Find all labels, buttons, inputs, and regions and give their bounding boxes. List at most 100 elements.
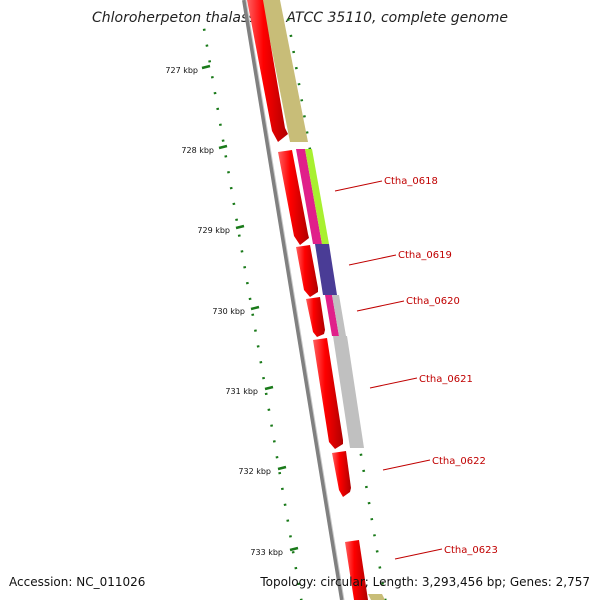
minor-tick [289, 34, 293, 38]
minor-tick [216, 107, 220, 111]
minor-tick [232, 202, 236, 206]
minor-tick [297, 582, 301, 586]
minor-tick [248, 297, 252, 301]
gene-label[interactable]: Ctha_0619 [398, 250, 452, 261]
tick-label: 732 kbp [238, 467, 271, 476]
minor-tick [370, 517, 374, 521]
minor-tick [251, 313, 255, 316]
minor-tick [362, 469, 366, 473]
gene-label[interactable]: Ctha_0623 [444, 545, 498, 556]
minor-tick [237, 234, 241, 237]
gene-label[interactable]: Ctha_0618 [384, 176, 438, 187]
minor-tick [297, 82, 301, 86]
minor-tick [294, 66, 298, 70]
tick-mark [277, 465, 287, 471]
tick-marks [201, 64, 299, 552]
tick-label: 731 kbp [225, 387, 258, 396]
minor-tick [256, 345, 260, 348]
minor-tick [224, 155, 228, 158]
gene-label[interactable]: Ctha_0622 [432, 456, 486, 467]
minor-tick [291, 551, 295, 554]
gene-leader-line [369, 377, 418, 389]
tick-label: 728 kbp [181, 146, 214, 155]
minor-tick [208, 60, 212, 63]
gene-leader-line [356, 300, 405, 312]
minor-tick [259, 361, 263, 364]
tick-label: 730 kbp [212, 307, 245, 316]
minor-tick [300, 99, 304, 102]
map-title: Chloroherpeton thalassium ATCC 35110, co… [92, 10, 508, 26]
minor-tick [221, 139, 225, 142]
gene-leader-line [334, 180, 383, 192]
minor-tick [262, 376, 265, 380]
minor-tick [378, 566, 382, 569]
minor-tick [381, 582, 385, 585]
gene-leader-line [382, 459, 431, 471]
cog-feature-magenta [296, 149, 322, 244]
minor-tick [283, 503, 287, 506]
cog-feature-grey [333, 336, 364, 448]
minor-tick [205, 44, 209, 47]
minor-tick [294, 566, 298, 570]
gene-arrow [278, 150, 309, 245]
minor-tick [227, 171, 230, 174]
accession-text: Accession: NC_011026 [9, 575, 146, 589]
gene-arrow [306, 297, 325, 337]
minor-tick [278, 471, 282, 475]
minor-tick [213, 91, 217, 95]
gene-label[interactable]: Ctha_0621 [419, 374, 473, 385]
gene-arrow [247, 0, 288, 142]
minor-tick [272, 440, 276, 443]
cog-feature-magenta [325, 295, 339, 336]
minor-tick [375, 550, 379, 553]
cog-track [262, 0, 385, 600]
minor-tick [359, 453, 363, 456]
minor-tick [218, 123, 222, 126]
tick-label: 727 kbp [165, 66, 198, 75]
cog-feature-grey [332, 295, 346, 336]
tick-label: 729 kbp [197, 226, 230, 235]
minor-tick [229, 186, 233, 190]
minor-tick [367, 501, 371, 505]
minor-tick [305, 131, 309, 134]
gene-leaders [334, 180, 443, 560]
tick-mark [289, 546, 299, 552]
gene-leader-line [394, 548, 443, 560]
gene-arrow [332, 451, 351, 497]
gene-leader-line [348, 254, 397, 266]
minor-tick [364, 485, 368, 489]
minor-tick [253, 329, 257, 332]
minor-tick [202, 28, 206, 31]
backbone-line [242, 0, 344, 600]
tick-mark [201, 64, 211, 70]
minor-tick [292, 50, 296, 54]
minor-tick [286, 519, 290, 522]
backbone-highlight [245, 0, 345, 600]
cog-feature-lime [305, 149, 329, 244]
minor-tick [302, 115, 306, 118]
tick-mark [264, 385, 274, 391]
minor-tick [235, 218, 239, 221]
minor-tick [243, 266, 247, 269]
tick-mark [250, 305, 260, 311]
minor-tick [267, 408, 271, 411]
cog-feature-purple [315, 244, 337, 295]
tick-labels: 727 kbp 728 kbp 729 kbp 730 kbp 731 kbp … [165, 66, 283, 557]
gene-arrow [296, 245, 318, 297]
minor-tick [289, 535, 292, 538]
cog-feature-olive [262, 0, 308, 142]
minor-tick [275, 456, 279, 459]
genome-summary-text: Topology: circular; Length: 3,293,456 bp… [260, 575, 590, 589]
forward-genes [247, 0, 368, 600]
minor-tick [286, 18, 290, 21]
tick-label: 733 kbp [250, 548, 283, 557]
cog-feature-olive [368, 594, 385, 600]
tick-mark [235, 224, 245, 230]
minor-tick [245, 281, 249, 285]
tick-mark [218, 144, 228, 150]
gene-arrow [345, 540, 368, 600]
minor-tick [270, 424, 274, 427]
minor-tick [210, 76, 214, 79]
gene-label[interactable]: Ctha_0620 [406, 296, 460, 307]
